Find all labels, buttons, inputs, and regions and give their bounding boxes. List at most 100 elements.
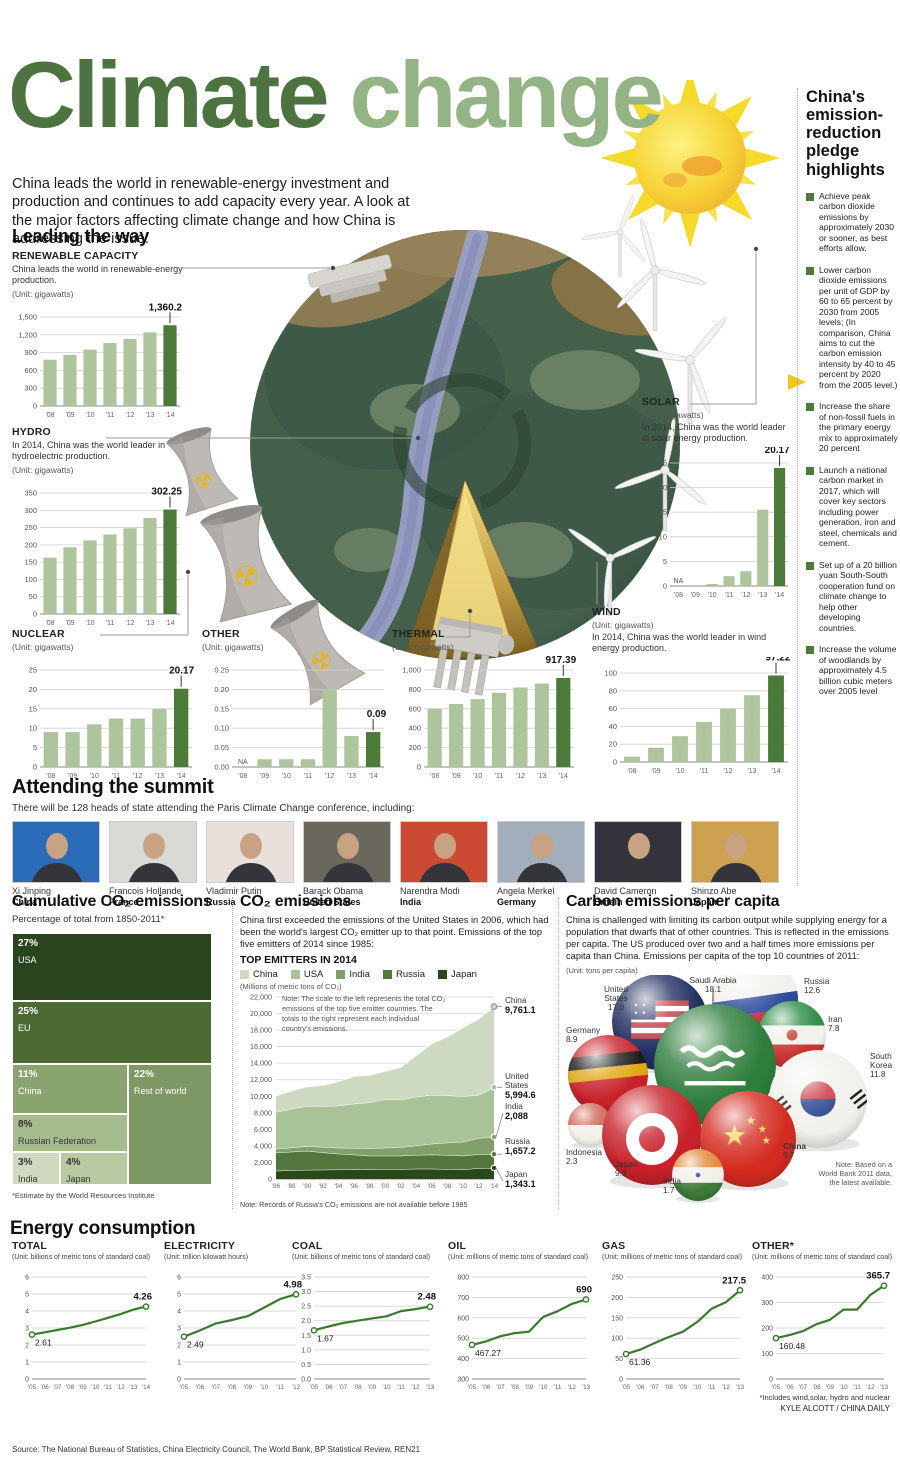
svg-text:2.3: 2.3 — [566, 1156, 578, 1166]
svg-text:15: 15 — [659, 507, 667, 516]
intro-paragraph: China leads the world in renewable-energ… — [12, 175, 410, 248]
area-band-China — [276, 1006, 494, 1113]
svg-text:1.0: 1.0 — [301, 1347, 311, 1354]
svg-text:'10: '10 — [382, 1384, 391, 1391]
svg-text:'11: '11 — [708, 1384, 716, 1391]
flag-ball-china: ★★★★ — [700, 1091, 796, 1188]
co2-area-chart: 0 2,000 4,000 6,000 8,000 10,000 12,000 14,000 1… — [240, 991, 556, 1199]
svg-text:'09: '09 — [68, 773, 77, 780]
pledge-item: Set up of a 20 billion yuan South-South … — [806, 560, 898, 633]
svg-text:'12: '12 — [474, 1183, 483, 1190]
svg-text:'14: '14 — [369, 773, 378, 780]
chart-unit: (Unit: gigawatts) — [392, 642, 454, 652]
energy-electricity-block: ELECTRICITY (Unit: trillion kilowatt hou… — [164, 1240, 304, 1391]
svg-text:'11: '11 — [700, 768, 709, 775]
svg-text:20.17: 20.17 — [169, 666, 194, 677]
svg-text:4.98: 4.98 — [284, 1279, 303, 1290]
co2-bottom-note: Note: Records of Russia's CO₂ emissions … — [240, 1200, 468, 1210]
svg-text:1,500: 1,500 — [18, 312, 37, 321]
svg-text:'13: '13 — [537, 773, 546, 780]
svg-text:17.0: 17.0 — [608, 1002, 625, 1012]
svg-text:300: 300 — [24, 505, 37, 514]
svg-text:'14: '14 — [165, 620, 174, 627]
svg-text:'06: '06 — [428, 1183, 437, 1190]
svg-text:11.8: 11.8 — [870, 1069, 886, 1079]
chart-title: THERMAL — [392, 628, 445, 640]
chart-unit: (Unit: gigawatts) — [202, 642, 264, 652]
svg-text:365.7: 365.7 — [866, 1271, 890, 1282]
svg-text:'07: '07 — [799, 1384, 808, 1391]
leader-country: United States — [303, 896, 361, 907]
oil-line-chart: 300 400 500 600 700 800 467.27 690 '05 '06 '07 '08 '… — [448, 1263, 594, 1392]
svg-text:'98: '98 — [365, 1183, 374, 1190]
leader-photo — [12, 821, 100, 883]
leader-name: Narendra Modi — [400, 886, 460, 896]
svg-text:'13: '13 — [145, 620, 154, 627]
svg-text:'13: '13 — [347, 773, 356, 780]
wind-turbine-icon — [616, 218, 707, 332]
percapita-title: Carbon emissions per capita — [566, 893, 780, 910]
svg-text:'13: '13 — [145, 412, 154, 419]
area-band-Japan — [276, 1168, 494, 1180]
svg-text:'05: '05 — [28, 1384, 37, 1391]
svg-text:'11: '11 — [304, 773, 313, 780]
svg-text:'09: '09 — [244, 1384, 253, 1391]
dam-icon — [307, 254, 392, 303]
nuclear-bar-chart: 0 5 10 15 20 25 '08 '09 '10 '11 '12 '13 '14 20.17 — [12, 654, 196, 781]
svg-text:the latest available.: the latest available. — [830, 1178, 892, 1187]
svg-text:4,000: 4,000 — [254, 1142, 272, 1151]
svg-text:1,000: 1,000 — [402, 666, 421, 675]
svg-text:0.15: 0.15 — [214, 704, 229, 713]
svg-text:20: 20 — [29, 685, 37, 694]
svg-text:200: 200 — [761, 1326, 773, 1333]
leader-country: Britain — [594, 896, 623, 907]
svg-text:'13: '13 — [758, 592, 767, 599]
svg-text:'08: '08 — [46, 773, 55, 780]
leader-country: Russia — [206, 896, 236, 907]
svg-text:400: 400 — [761, 1275, 773, 1282]
svg-text:'10: '10 — [260, 1384, 269, 1391]
svg-text:'88: '88 — [288, 1183, 297, 1190]
summit-section: Attending the summit There will be 128 h… — [12, 776, 792, 908]
pledge-sidebar: China's emission-reduction pledge highli… — [806, 88, 898, 708]
treemap-item-japan: 4% Japan — [60, 1152, 128, 1185]
thermal-bar-chart: 0 200 400 600 800 1,000 '08 '09 '10 '11 '12 '13 '14 9… — [392, 654, 578, 780]
recycle-icon — [393, 373, 532, 511]
chart-unit: (Unit: gigawatts) — [642, 410, 704, 420]
legend-item-japan: Japan — [438, 969, 477, 980]
legend-swatch-icon — [336, 970, 346, 980]
svg-text:'12: '12 — [411, 1384, 420, 1391]
svg-text:'13: '13 — [880, 1384, 889, 1391]
svg-text:'13: '13 — [747, 768, 756, 775]
leader-germany: Angela Merkel Germany — [497, 821, 585, 908]
svg-text:4.26: 4.26 — [134, 1292, 153, 1303]
svg-text:'10: '10 — [693, 1384, 702, 1391]
svg-text:'08: '08 — [812, 1384, 821, 1391]
chart-desc: China leads the world in renewable-energ… — [12, 264, 183, 286]
svg-text:2: 2 — [177, 1343, 181, 1350]
bar — [556, 678, 571, 767]
svg-text:6,000: 6,000 — [254, 1125, 272, 1134]
svg-text:Iran: Iran — [828, 1014, 843, 1024]
svg-text:0.25: 0.25 — [214, 666, 229, 675]
svg-text:0: 0 — [613, 757, 617, 766]
svg-text:3.0: 3.0 — [301, 1289, 311, 1296]
svg-text:'12: '12 — [325, 773, 334, 780]
energy-gas-block: GAS (Unit: millions of metric tons of st… — [602, 1240, 748, 1391]
bar — [689, 584, 701, 586]
wind-turbine-icon — [581, 194, 646, 278]
svg-text:'14: '14 — [142, 1384, 151, 1391]
svg-text:300: 300 — [457, 1377, 469, 1384]
bar — [108, 718, 124, 767]
svg-text:☢: ☢ — [230, 557, 264, 596]
svg-text:400: 400 — [408, 724, 421, 733]
svg-text:100: 100 — [604, 668, 617, 677]
svg-text:States: States — [505, 1081, 528, 1090]
bullet-square-icon — [806, 192, 814, 201]
pledge-item-text: Set up of a 20 billion yuan South-South … — [819, 559, 897, 633]
bar — [723, 575, 735, 586]
bar — [87, 724, 102, 767]
bar — [648, 747, 664, 762]
bar — [65, 732, 80, 767]
pledge-item: Achieve peak carbon dioxide emissions by… — [806, 191, 898, 254]
